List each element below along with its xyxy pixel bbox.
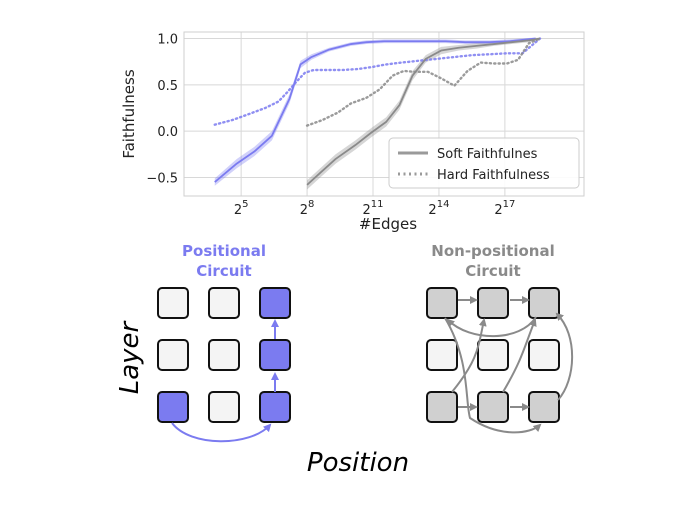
- x-tick-label: 214: [428, 199, 449, 218]
- circuit-node: [477, 339, 509, 371]
- nonpositional-title-line2: Circuit: [465, 262, 520, 280]
- plot-frame: [183, 31, 585, 197]
- series-line-0: [214, 37, 536, 183]
- line-chart: −0.50.00.51.0 25 28 211 214 217 Faithfulness…: [120, 31, 585, 233]
- y-tick-label: 0.5: [157, 79, 178, 94]
- circuit-node: [477, 391, 509, 423]
- np-curve-top1-to-bot3: [444, 317, 542, 434]
- y-tick-labels: −0.5 0.0 0.5 1.0: [146, 32, 178, 186]
- series-line-1: [213, 37, 542, 126]
- circuit-node: [528, 391, 560, 423]
- positional-title-line2: Circuit: [196, 262, 251, 280]
- np-curve-bot2-to-top3: [502, 318, 537, 393]
- legend-box: [388, 137, 580, 189]
- np-curve-bot3-to-top3: [555, 312, 574, 401]
- series-line-2: [306, 37, 541, 186]
- x-tick-label: 28: [300, 199, 315, 218]
- circuit-node: [259, 287, 291, 319]
- legend: Soft Faithfulnes Hard Faithfulness: [388, 137, 580, 189]
- circuit-node: [528, 339, 560, 371]
- y-tick-label: 1.0: [157, 32, 178, 47]
- y-axis-label: Faithfulness: [120, 69, 138, 159]
- circuit-node: [157, 391, 189, 423]
- y-tick-label: 0.0: [157, 125, 178, 140]
- circuit-node: [426, 339, 458, 371]
- positional-circuit-diagram: Positional Circuit: [157, 242, 291, 443]
- positional-node-grid: [157, 287, 291, 423]
- series-line-3: [305, 37, 542, 127]
- circuit-node: [528, 287, 560, 319]
- positional-title-line1: Positional: [182, 242, 266, 260]
- circuit-node: [208, 339, 240, 371]
- np-curve-top3-to-top1: [446, 316, 537, 338]
- x-tick-label: 25: [234, 199, 249, 218]
- circuit-node: [208, 391, 240, 423]
- circuit-node: [426, 287, 458, 319]
- circuit-node: [157, 339, 189, 371]
- pos-arrow-curve: [171, 422, 272, 443]
- np-curve-bot1-to-top2: [451, 318, 487, 393]
- legend-soft-label: Soft Faithfulnes: [437, 147, 538, 162]
- position-label: Position: [307, 448, 409, 478]
- circuit-node: [259, 339, 291, 371]
- y-tick-label: −0.5: [146, 171, 178, 186]
- legend-hard-label: Hard Faithfulness: [437, 168, 550, 183]
- circuit-node: [426, 391, 458, 423]
- x-tick-label: 217: [494, 199, 515, 218]
- circuit-node: [259, 391, 291, 423]
- circuit-node: [477, 287, 509, 319]
- series-lines: [213, 37, 542, 186]
- layer-label: Layer: [115, 319, 145, 394]
- nonpositional-title-line1: Non-positional: [431, 242, 554, 260]
- circuit-node: [157, 287, 189, 319]
- nonpositional-node-grid: [426, 287, 560, 423]
- circuit-node: [208, 287, 240, 319]
- x-axis-label: #Edges: [359, 215, 417, 233]
- nonpositional-circuit-diagram: Non-positional Circuit: [426, 242, 574, 434]
